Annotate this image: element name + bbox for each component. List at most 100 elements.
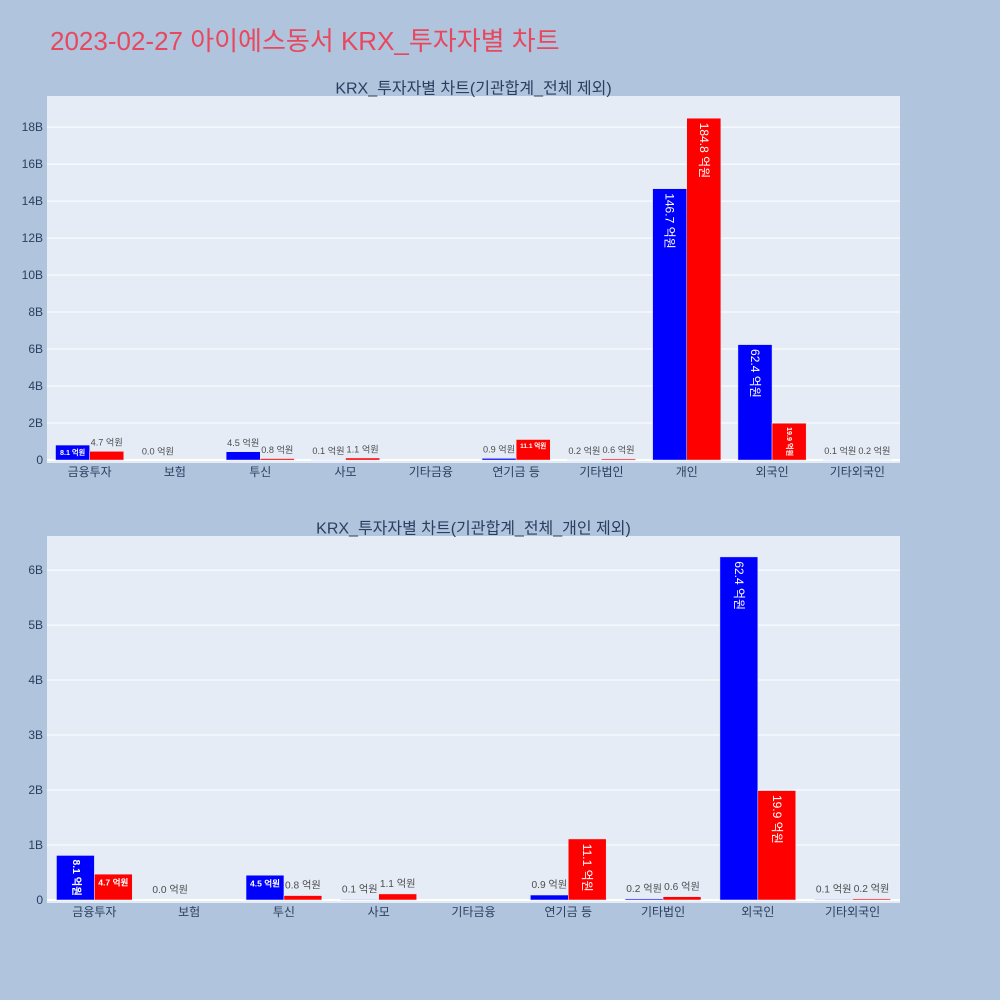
blue-bar — [340, 899, 379, 901]
y-tick-label: 10B — [22, 268, 43, 282]
data-label: 19.9 억원 — [770, 795, 784, 844]
y-tick-label: 18B — [22, 120, 43, 134]
data-label: 0.1 억원 — [342, 884, 378, 896]
blue-bar — [652, 188, 688, 461]
y-tick-label: 16B — [22, 157, 43, 171]
y-tick-label: 5B — [28, 618, 43, 632]
red-bar — [662, 896, 702, 901]
data-label: 0.8 억원 — [285, 880, 321, 892]
x-tick-label: 기타금융 — [409, 465, 453, 479]
x-tick-label: 연기금 등 — [545, 905, 593, 919]
data-label: 4.7 억원 — [91, 437, 123, 448]
data-label: 8.1 억원 — [60, 448, 85, 457]
y-tick-label: 4B — [28, 673, 43, 687]
x-tick-label: 금융투자 — [72, 905, 116, 919]
blue-bar — [245, 874, 285, 901]
x-axis: 금융투자 보험 투신 사모 기타금융 연기금 등 기타법인 외국인 기타외국인 — [72, 905, 880, 919]
red-bar — [601, 458, 636, 461]
x-tick-label: 기타법인 — [579, 465, 623, 479]
y-tick-label: 1B — [28, 838, 43, 852]
bars — [56, 556, 891, 901]
blue-bar — [481, 458, 517, 461]
data-label: 0.2 억원 — [854, 883, 890, 895]
x-tick-label: 사모 — [335, 465, 357, 479]
x-tick-label: 외국인 — [741, 905, 774, 919]
red-bar — [568, 838, 607, 901]
x-tick-label: 기타외국인 — [825, 905, 880, 919]
data-label: 62.4 억원 — [732, 561, 746, 610]
red-bar — [283, 895, 323, 901]
x-tick-label: 기타법인 — [641, 905, 685, 919]
y-axis: 0 1B 2B 3B 4B 5B 6B — [28, 563, 43, 907]
y-tick-label: 3B — [28, 728, 43, 742]
red-bar — [515, 439, 551, 461]
page-title: 2023-02-27 아이에스동서 KRX_투자자별 차트 — [50, 26, 560, 56]
data-label: 0.1 억원 — [312, 445, 344, 456]
bars — [55, 117, 892, 461]
x-tick-label: 외국인 — [755, 465, 788, 479]
data-label: 4.5 억원 — [227, 437, 259, 448]
data-label: 0.6 억원 — [602, 444, 634, 455]
data-label: 11.1 억원 — [520, 441, 546, 450]
y-tick-label: 8B — [28, 305, 43, 319]
red-bar — [260, 458, 295, 461]
x-tick-label: 보험 — [178, 905, 200, 919]
x-tick-label: 연기금 등 — [492, 465, 540, 479]
data-label: 4.5 억원 — [250, 878, 280, 889]
red-bar — [89, 451, 125, 461]
y-axis: 0 2B 4B 6B 8B 10B 12B 14B 16B 18B — [22, 120, 44, 467]
blue-bar — [814, 899, 853, 901]
y-tick-label: 2B — [28, 783, 43, 797]
data-label: 0.9 억원 — [531, 879, 567, 891]
data-label: 8.1 억원 — [70, 860, 83, 896]
x-tick-label: 사모 — [368, 905, 390, 919]
red-bar — [345, 457, 380, 461]
data-label: 184.8 억원 — [697, 123, 711, 178]
x-axis: 금융투자 보험 투신 사모 기타금융 연기금 등 기타법인 개인 외국인 기타외국인 — [68, 465, 885, 479]
data-label: 4.7 억원 — [98, 877, 128, 888]
y-tick-label: 6B — [28, 342, 43, 356]
blue-bar — [56, 855, 95, 901]
data-label: 0.0 억원 — [152, 884, 188, 896]
data-label: 0.8 억원 — [261, 444, 293, 455]
red-bar — [771, 422, 807, 461]
chart-title: KRX_투자자별 차트(기관합계_전체_개인 제외) — [316, 520, 631, 538]
y-tick-label: 14B — [22, 194, 43, 208]
red-bar — [94, 873, 133, 901]
y-tick-label: 2B — [28, 416, 43, 430]
data-label: 0.2 억원 — [858, 445, 890, 456]
data-label: 146.7 억원 — [663, 193, 677, 248]
y-tick-label: 12B — [22, 231, 43, 245]
data-label: 0.0 억원 — [142, 445, 174, 456]
data-label: 1.1 억원 — [380, 878, 416, 890]
blue-bar — [719, 556, 759, 901]
chart-excluding-institution-total: 0 2B 4B 6B 8B 10B 12B 14B 16B 18B KRX_투자자별 차트(기관합계… — [22, 80, 900, 479]
chart-excluding-institution-total-and-individual: 0 1B 2B 3B 4B 5B 6B KRX_투자자별 차트(기관합계_전체_개인 제외) 금… — [28, 520, 900, 919]
x-tick-label: 보험 — [164, 465, 186, 479]
x-tick-label: 투신 — [249, 465, 271, 479]
x-tick-label: 투신 — [273, 905, 295, 919]
data-label: 0.2 억원 — [626, 883, 662, 895]
gridlines — [47, 126, 900, 462]
x-tick-label: 개인 — [676, 465, 698, 479]
data-label: 11.1 억원 — [580, 844, 594, 892]
chart-title: KRX_투자자별 차트(기관합계_전체 제외) — [335, 80, 611, 98]
data-labels: 8.1 억원 0.0 억원 4.5 억원 0.1 억원 0.9 억원 0.2 억원 62.4… — [70, 561, 889, 896]
x-tick-label: 기타외국인 — [830, 465, 885, 479]
x-tick-label: 기타금융 — [451, 905, 495, 919]
data-label: 0.2 억원 — [568, 445, 600, 456]
data-label: 0.6 억원 — [664, 881, 700, 893]
y-tick-label: 6B — [28, 563, 43, 577]
red-bar — [378, 893, 417, 901]
data-label: 1.1 억원 — [347, 443, 379, 454]
data-label: 0.1 억원 — [816, 884, 852, 896]
x-tick-label: 금융투자 — [68, 465, 112, 479]
y-tick-label: 4B — [28, 379, 43, 393]
data-labels: 8.1 억원 0.0 억원 4.5 억원 0.1 억원 0.9 억원 0.2 억원 146.… — [60, 123, 890, 457]
data-label: 19.9 억원 — [785, 427, 794, 456]
y-tick-label: 0 — [36, 893, 43, 907]
red-bar — [686, 117, 722, 461]
data-label: 62.4 억원 — [748, 349, 762, 398]
data-label: 0.1 억원 — [824, 445, 856, 456]
